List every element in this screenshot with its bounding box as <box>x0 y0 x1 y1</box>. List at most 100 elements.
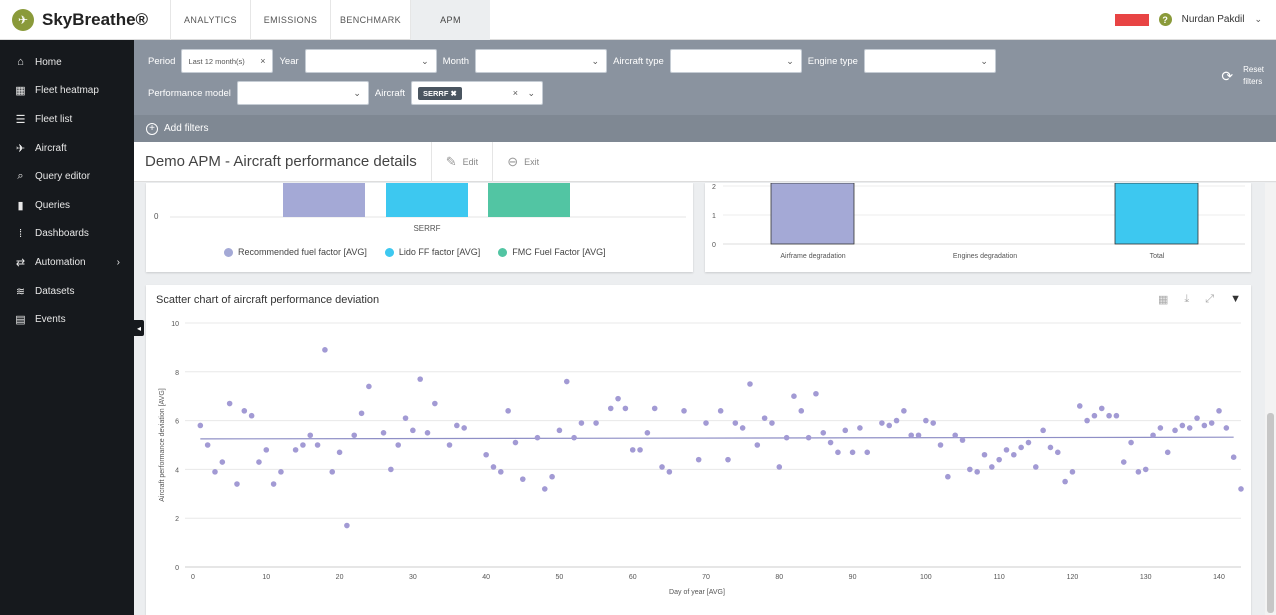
scatter-point[interactable] <box>1069 469 1076 475</box>
scatter-point[interactable] <box>358 410 365 417</box>
sidebar-item-events[interactable]: ▤ Events <box>0 305 134 334</box>
chevron-down-icon[interactable]: ⌄ <box>1254 14 1262 24</box>
scatter-point[interactable] <box>798 408 805 414</box>
scatter-point[interactable] <box>1054 449 1061 456</box>
scatter-point[interactable] <box>1142 466 1149 473</box>
scatter-point[interactable] <box>563 378 570 385</box>
scatter-point[interactable] <box>651 405 658 412</box>
user-name[interactable]: Nurdan Pakdil <box>1181 14 1245 25</box>
expand-icon[interactable]: ⤢ <box>1205 293 1215 305</box>
scatter-point[interactable] <box>681 408 687 414</box>
tab-benchmark[interactable]: BENCHMARK <box>330 0 410 40</box>
scatter-point[interactable] <box>908 432 915 439</box>
brand[interactable]: ✈ SkyBreathe® <box>0 0 170 40</box>
scatter-point[interactable] <box>519 476 526 482</box>
aircraft-chip[interactable]: SERRF ✖ <box>418 86 462 100</box>
scatter-point[interactable] <box>483 451 489 458</box>
legend-item[interactable]: FMC Fuel Factor [AVG] <box>498 247 606 257</box>
scatter-point[interactable] <box>424 430 431 436</box>
scatter-point[interactable] <box>776 464 783 470</box>
scatter-point[interactable] <box>629 447 636 453</box>
scatter-point[interactable] <box>498 469 504 475</box>
scatter-point[interactable] <box>541 486 548 492</box>
bar-fmc-fuel-factor[interactable] <box>488 183 570 217</box>
scatter-point[interactable] <box>410 427 416 434</box>
bar-airframe-degradation[interactable] <box>770 182 855 245</box>
scatter-point[interactable] <box>1230 454 1237 460</box>
page-scrollbar[interactable] <box>1265 183 1276 615</box>
scatter-point[interactable] <box>1201 422 1208 429</box>
scatter-point[interactable] <box>945 473 951 480</box>
scatter-point[interactable] <box>512 439 519 446</box>
scatter-point[interactable] <box>1098 405 1105 412</box>
scatter-point[interactable] <box>534 434 541 441</box>
scatter-point[interactable] <box>1135 469 1142 475</box>
scatter-point[interactable] <box>901 408 907 414</box>
scatter-point[interactable] <box>886 422 893 429</box>
bar-lido-ff-factor[interactable] <box>386 183 468 217</box>
tab-apm[interactable]: APM <box>410 0 490 40</box>
scatter-point[interactable] <box>212 469 218 475</box>
scatter-point[interactable] <box>857 425 863 431</box>
month-select[interactable]: ⌄ <box>475 49 608 73</box>
scatter-point[interactable] <box>256 459 262 465</box>
legend-item[interactable]: Recommended fuel factor [AVG] <box>224 247 367 257</box>
scatter-point[interactable] <box>549 473 555 480</box>
scatter-point[interactable] <box>959 437 966 443</box>
scatter-point[interactable] <box>292 447 299 453</box>
scatter-point[interactable] <box>783 434 790 441</box>
scatter-point[interactable] <box>556 427 563 434</box>
scatter-point[interactable] <box>571 434 577 441</box>
scatter-point[interactable] <box>1194 415 1200 421</box>
scatter-point[interactable] <box>893 417 900 424</box>
engine-type-select[interactable]: ⌄ <box>863 49 996 73</box>
bar-total[interactable] <box>1114 182 1199 245</box>
scatter-point[interactable] <box>622 405 629 412</box>
sidebar-item-fleet-list[interactable]: ☰ Fleet list <box>0 105 134 134</box>
scatter-point[interactable] <box>278 469 284 475</box>
scatter-point[interactable] <box>974 469 980 475</box>
scatter-point[interactable] <box>446 442 453 448</box>
exit-button[interactable]: ⊖ Exit <box>492 141 553 182</box>
scatter-point[interactable] <box>666 469 673 475</box>
add-filters-button[interactable]: + Add filters <box>134 115 1276 142</box>
table-view-icon[interactable]: ▦ <box>1158 294 1169 306</box>
scatter-point[interactable] <box>578 420 585 426</box>
scatter-point[interactable] <box>717 408 724 414</box>
legend-item[interactable]: Lido FF factor [AVG] <box>384 247 480 257</box>
scatter-point[interactable] <box>1084 417 1090 424</box>
scatter-point[interactable] <box>637 447 643 453</box>
scatter-point[interactable] <box>695 456 702 463</box>
scatter-point[interactable] <box>915 432 922 439</box>
scatter-point[interactable] <box>1025 439 1032 446</box>
scatter-point[interactable] <box>1164 449 1171 456</box>
edit-button[interactable]: ✎ Edit <box>430 141 492 182</box>
scatter-point[interactable] <box>1186 425 1193 431</box>
scatter-point[interactable] <box>1216 408 1222 414</box>
filter-icon[interactable]: ▼ <box>1230 293 1241 305</box>
scatter-point[interactable] <box>1018 444 1024 451</box>
scatter-point[interactable] <box>263 447 270 453</box>
scatter-point[interactable] <box>1003 447 1010 453</box>
scatter-point[interactable] <box>754 442 761 448</box>
scatter-point[interactable] <box>1120 459 1127 465</box>
scatter-point[interactable] <box>388 466 394 473</box>
scatter-point[interactable] <box>1106 412 1112 419</box>
scatter-point[interactable] <box>607 405 614 412</box>
sidebar-item-aircraft[interactable]: ✈ Aircraft <box>0 134 134 163</box>
scatter-point[interactable] <box>1032 464 1039 470</box>
scatter-point[interactable] <box>791 393 797 399</box>
scatter-point[interactable] <box>842 427 849 434</box>
sidebar-item-datasets[interactable]: ≋ Datasets <box>0 277 134 306</box>
clear-icon[interactable]: × <box>260 56 266 66</box>
clear-icon[interactable]: × <box>512 88 518 98</box>
scatter-point[interactable] <box>505 408 511 414</box>
scatter-point[interactable] <box>849 449 856 456</box>
scatter-point[interactable] <box>380 430 387 436</box>
bar-recommended-fuel-factor[interactable] <box>283 183 365 217</box>
scatter-point[interactable] <box>1157 425 1164 431</box>
scatter-point[interactable] <box>234 481 240 487</box>
scatter-point[interactable] <box>395 442 402 448</box>
scatter-point[interactable] <box>248 412 255 419</box>
scatter-point[interactable] <box>366 383 372 390</box>
